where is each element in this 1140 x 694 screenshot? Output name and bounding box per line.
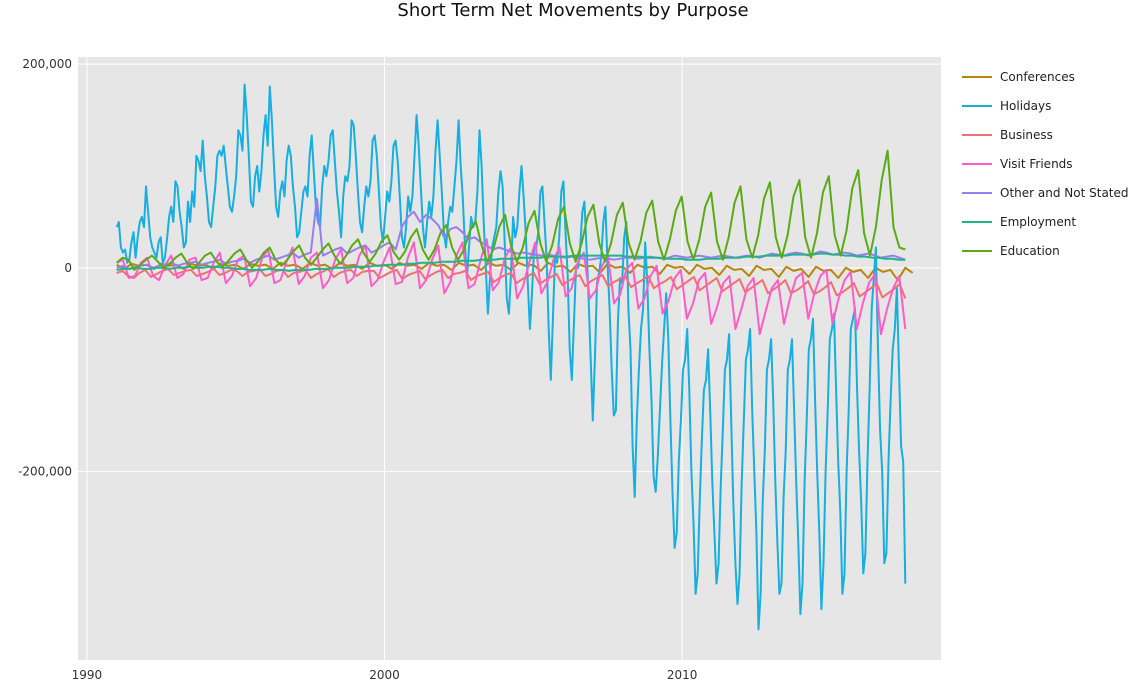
x-axis-ticks: 1990 2000 2010 (72, 668, 698, 682)
legend-label: Conferences (1000, 69, 1075, 84)
legend-item[interactable]: Holidays (962, 91, 1129, 120)
y-tick-label: 0 (64, 261, 72, 275)
legend-item[interactable]: Other and Not Stated (962, 178, 1129, 207)
legend-label: Employment (1000, 214, 1077, 229)
legend-label: Visit Friends (1000, 156, 1073, 171)
legend-item[interactable]: Education (962, 236, 1129, 265)
y-tick-label: -200,000 (18, 465, 72, 479)
y-axis-ticks: 200,000 0 -200,000 (18, 57, 72, 478)
series-line-education (116, 149, 906, 271)
legend-swatch (962, 104, 992, 107)
plot-area (78, 57, 941, 660)
legend-swatch (962, 249, 992, 252)
legend-item[interactable]: Conferences (962, 62, 1129, 91)
legend-swatch (962, 191, 992, 194)
legend-item[interactable]: Business (962, 120, 1129, 149)
legend-label: Education (1000, 243, 1060, 258)
legend-swatch (962, 75, 992, 78)
x-tick-label: 1990 (72, 668, 103, 682)
legend-item[interactable]: Employment (962, 207, 1129, 236)
legend-item[interactable]: Visit Friends (962, 149, 1129, 178)
legend-label: Other and Not Stated (1000, 185, 1129, 200)
series-lines (115, 83, 914, 631)
legend-label: Business (1000, 127, 1053, 142)
legend-swatch (962, 162, 992, 165)
y-tick-label: 200,000 (22, 57, 72, 71)
x-tick-label: 2010 (667, 668, 698, 682)
legend-label: Holidays (1000, 98, 1052, 113)
series-line-employment (116, 252, 906, 272)
x-tick-label: 2000 (369, 668, 400, 682)
legend-swatch (962, 133, 992, 136)
legend: Conferences Holidays Business Visit Friends… (962, 62, 1129, 265)
chart-title: Short Term Net Movements by Purpose (397, 0, 749, 21)
legend-swatch (962, 220, 992, 223)
